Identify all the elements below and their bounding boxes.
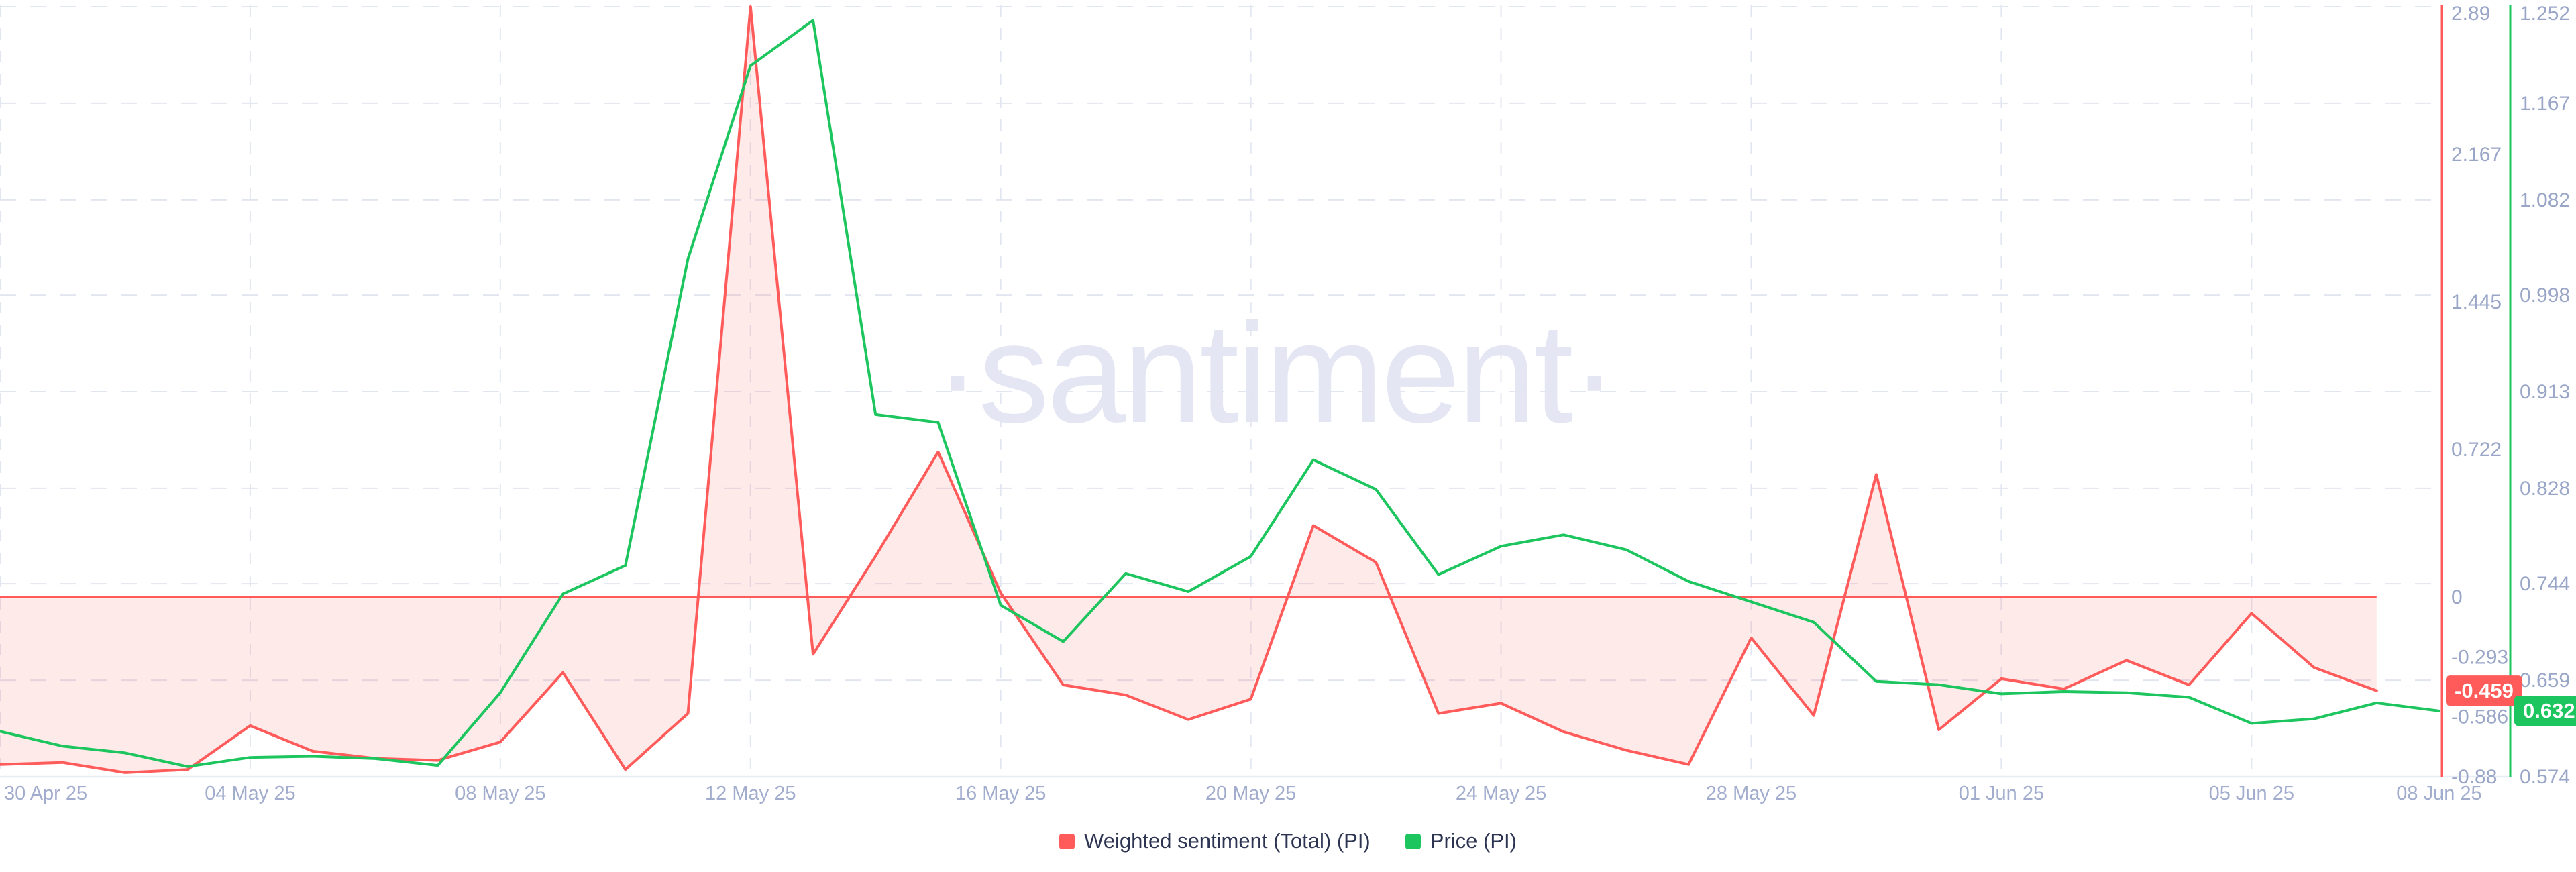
price-axis-tick-label: 0.913 (2520, 381, 2570, 403)
sentiment-legend-label: Weighted sentiment (Total) (PI) (1084, 829, 1371, 853)
legend-item-price[interactable]: Price (PI) (1405, 829, 1517, 853)
sentiment-axis-tick-label: 1.445 (2451, 291, 2502, 313)
x-axis-tick-label: 08 Jun 25 (2396, 783, 2481, 804)
legend-item-weighted-sentiment[interactable]: Weighted sentiment (Total) (PI) (1059, 829, 1371, 853)
price-axis-tick-label: 1.082 (2520, 189, 2570, 211)
x-axis-tick-label: 28 May 25 (1706, 783, 1796, 804)
price-axis-tick-label: 1.252 (2520, 3, 2570, 25)
sentiment-legend-swatch (1059, 833, 1075, 849)
x-axis-tick-label: 12 May 25 (705, 783, 796, 804)
price-axis-tick-label: 1.167 (2520, 93, 2570, 115)
sentiment-axis-tick-label: -0.293 (2451, 646, 2508, 668)
sentiment-axis-tick-label: 0.722 (2451, 439, 2502, 461)
price-axis-tick-label: 0.998 (2520, 284, 2570, 307)
x-axis-tick-label: 24 May 25 (1456, 783, 1546, 804)
price-legend-swatch (1405, 833, 1421, 849)
weighted-sentiment-line (0, 5, 2378, 774)
price-line (0, 19, 2440, 768)
sentiment-axis-tick-label: 2.89 (2451, 3, 2490, 25)
sentiment-axis-tick-label: 0 (2451, 586, 2463, 608)
sentiment-axis-tick-label: 2.167 (2451, 144, 2502, 166)
x-axis-tick-label: 01 Jun 25 (1959, 783, 2044, 804)
sentiment-axis-tick-label: -0.586 (2451, 706, 2508, 728)
sentiment-axis-tick-label: -0.88 (2451, 766, 2497, 788)
price-axis-tick-label: 0.828 (2520, 478, 2570, 500)
price-legend-label: Price (PI) (1430, 829, 1517, 853)
x-axis-tick-label: 04 May 25 (205, 783, 295, 804)
legend: Weighted sentiment (Total) (PI) Price (P… (0, 821, 2576, 861)
x-axis-tick-label: 08 May 25 (455, 783, 545, 804)
price-axis-tick-label: 0.574 (2520, 766, 2570, 788)
sentiment-area-fill (0, 7, 2377, 773)
sentiment-last-value-badge: -0.459 (2446, 675, 2522, 706)
price-axis-tick-label: 0.659 (2520, 669, 2570, 692)
x-axis-tick-label: 30 Apr 25 (4, 783, 87, 804)
x-axis-tick-label: 16 May 25 (955, 783, 1046, 804)
price-last-value-badge: 0.632 (2514, 695, 2576, 726)
x-axis-tick-label: 05 Jun 25 (2209, 783, 2294, 804)
santiment-watermark: ·santiment· (933, 293, 1618, 452)
price-axis-tick-label: 0.744 (2520, 573, 2570, 595)
x-axis-tick-label: 20 May 25 (1205, 783, 1296, 804)
